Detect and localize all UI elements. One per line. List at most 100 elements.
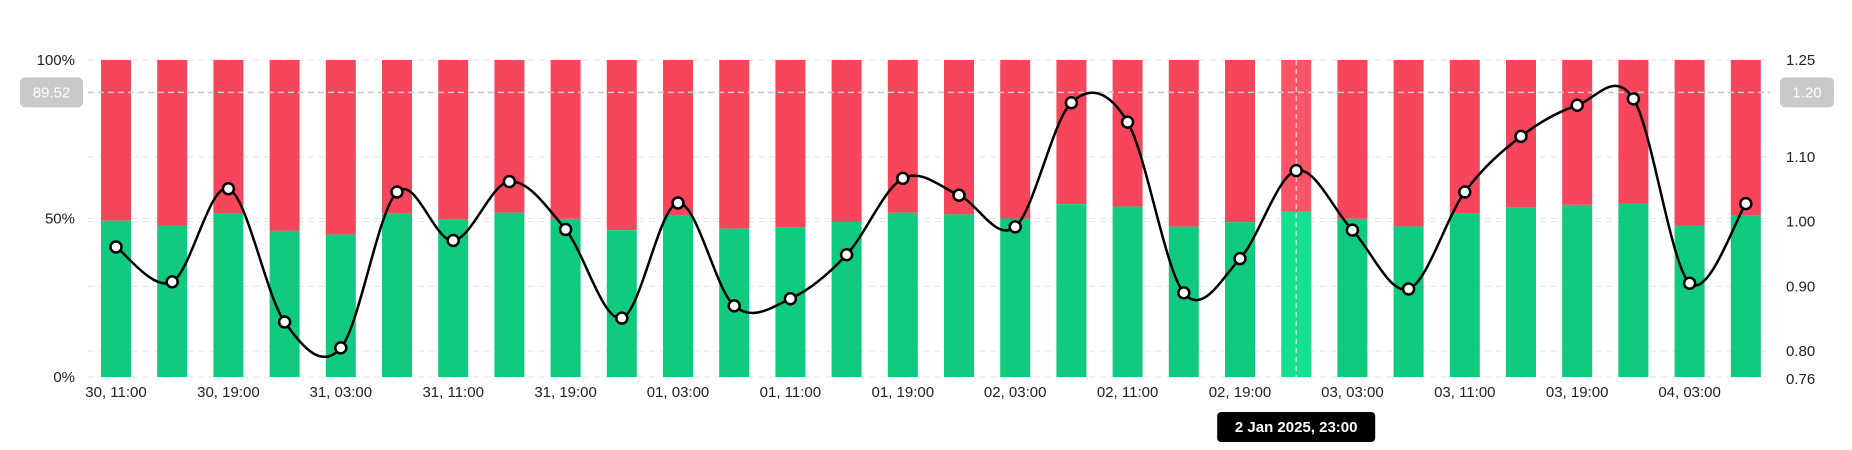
x-tick-label: 02, 03:00 bbox=[984, 384, 1047, 401]
bar-green bbox=[269, 230, 300, 377]
line-point bbox=[1120, 115, 1135, 129]
x-crosshair-tooltip-text: 2 Jan 2025, 23:00 bbox=[1235, 419, 1358, 436]
bar-red bbox=[325, 60, 356, 235]
left-tick-label: 100% bbox=[37, 52, 75, 69]
bar-green bbox=[494, 212, 525, 377]
x-tick-label: 02, 11:00 bbox=[1097, 384, 1158, 401]
bar-red bbox=[606, 60, 637, 231]
bar-red bbox=[831, 60, 862, 222]
x-tick-label: 02, 19:00 bbox=[1209, 384, 1272, 401]
bar-green bbox=[663, 215, 693, 377]
bar-red bbox=[1674, 60, 1705, 226]
bar-red bbox=[775, 60, 806, 228]
bar-red bbox=[1112, 60, 1143, 207]
bar-green bbox=[1730, 215, 1761, 377]
bar-green bbox=[382, 213, 412, 377]
bar-red bbox=[1730, 60, 1761, 216]
line-point bbox=[1682, 276, 1697, 290]
x-tick-label: 30, 11:00 bbox=[85, 384, 146, 401]
line-point bbox=[390, 185, 404, 199]
x-crosshair-tooltip bbox=[1217, 412, 1376, 442]
x-tick-label: 03, 19:00 bbox=[1546, 384, 1609, 401]
bar-red bbox=[1337, 60, 1368, 219]
bar-green bbox=[1562, 204, 1593, 377]
x-tick-label: 01, 19:00 bbox=[872, 384, 935, 401]
bar-green bbox=[1168, 226, 1199, 377]
bar-green bbox=[1000, 218, 1031, 377]
x-tick-label: 31, 11:00 bbox=[422, 384, 483, 401]
line-point bbox=[671, 196, 685, 210]
bar-red bbox=[1056, 60, 1087, 205]
left-tick-label: 50% bbox=[45, 211, 75, 228]
line-point bbox=[1008, 220, 1022, 234]
right-tick-label: 1.00 bbox=[1786, 214, 1815, 231]
crosshair-right-badge bbox=[1780, 77, 1834, 108]
bar-green bbox=[606, 230, 637, 377]
x-tick-label: 03, 11:00 bbox=[1434, 384, 1495, 401]
line-point bbox=[615, 311, 629, 325]
bar-green bbox=[1449, 213, 1480, 377]
bar-red bbox=[269, 60, 300, 231]
line-point bbox=[1570, 98, 1584, 113]
bar-green bbox=[1393, 226, 1424, 377]
right-tick-label: 0.76 bbox=[1786, 371, 1815, 388]
left-tick-label: 0% bbox=[53, 369, 75, 386]
line-point bbox=[334, 341, 348, 355]
x-tick-label: 04, 03:00 bbox=[1658, 384, 1721, 401]
bar-red bbox=[101, 60, 131, 221]
bar-green bbox=[831, 221, 862, 377]
right-tick-label: 0.90 bbox=[1786, 278, 1815, 295]
crosshair-left-value: 89.52 bbox=[33, 84, 71, 101]
crosshair-left-badge bbox=[20, 77, 83, 108]
bar-red bbox=[1393, 60, 1424, 227]
right-tick-label: 1.10 bbox=[1786, 149, 1815, 166]
crosshair-right-value: 1.20 bbox=[1792, 84, 1821, 101]
x-tick-label: 01, 11:00 bbox=[760, 384, 821, 401]
line-point bbox=[952, 188, 966, 202]
x-tick-label: 30, 19:00 bbox=[197, 384, 260, 401]
x-tick-label: 03, 03:00 bbox=[1321, 384, 1384, 401]
bar-red bbox=[1618, 60, 1649, 204]
bar-red bbox=[550, 60, 581, 219]
line-point bbox=[1345, 223, 1360, 237]
line-point bbox=[1289, 163, 1303, 178]
line-point bbox=[277, 315, 292, 329]
bar-green bbox=[550, 218, 581, 377]
line-point bbox=[109, 240, 123, 254]
bar-red bbox=[1168, 60, 1199, 227]
grid bbox=[88, 59, 1770, 378]
bar-green bbox=[1618, 203, 1649, 377]
x-tick-label: 31, 03:00 bbox=[310, 384, 373, 401]
bar-red bbox=[719, 60, 750, 229]
line-series bbox=[109, 84, 1753, 359]
bar-red bbox=[1000, 60, 1031, 219]
line-point bbox=[1458, 185, 1472, 199]
line-path bbox=[115, 84, 1747, 359]
crosshair bbox=[88, 60, 1770, 377]
bar-red bbox=[663, 60, 693, 216]
bar-green bbox=[1056, 204, 1087, 377]
bar-green bbox=[157, 225, 188, 377]
x-tick-label: 31, 19:00 bbox=[534, 384, 597, 401]
bar-red bbox=[494, 60, 525, 213]
line-point bbox=[1233, 251, 1247, 266]
bar-green bbox=[1112, 206, 1143, 377]
line-point bbox=[896, 171, 910, 186]
bar-red bbox=[887, 60, 918, 213]
bar-red bbox=[438, 60, 469, 220]
line-point bbox=[727, 299, 741, 313]
line-point bbox=[783, 291, 798, 306]
bar-green bbox=[213, 213, 244, 377]
line-point bbox=[221, 181, 236, 196]
bar-green bbox=[1506, 207, 1536, 377]
bar-green bbox=[887, 212, 918, 377]
bar-red bbox=[1225, 60, 1255, 223]
line-point bbox=[558, 222, 573, 237]
bar-green bbox=[1337, 218, 1368, 377]
x-tick-label: 01, 03:00 bbox=[647, 384, 710, 401]
line-point bbox=[1064, 95, 1079, 110]
line-point bbox=[839, 247, 854, 262]
bar-red bbox=[1562, 60, 1593, 205]
line-point bbox=[165, 275, 179, 289]
